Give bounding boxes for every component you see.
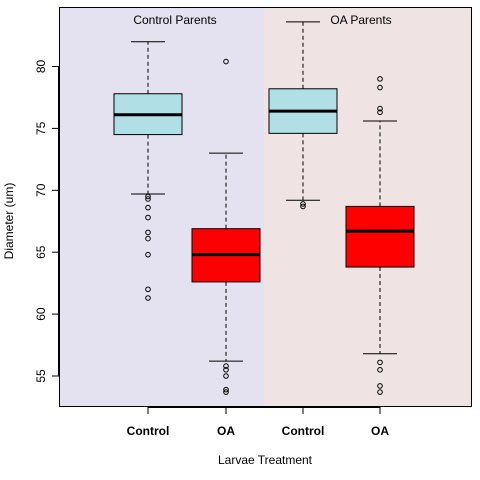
x-tick-label: Control <box>282 424 325 438</box>
outlier-point <box>145 251 151 258</box>
outlier-point <box>223 363 229 369</box>
y-tick-label: 60 <box>34 307 48 321</box>
outlier-point <box>145 204 151 211</box>
outlier-point <box>377 367 383 373</box>
outlier-point <box>145 193 151 200</box>
plot-frame <box>59 7 472 407</box>
x-axis-title: Larvae Treatment <box>218 453 313 467</box>
x-tick-label: OA <box>217 424 235 438</box>
y-tick-label: 70 <box>34 183 48 197</box>
panel-label-oa-parents: OA Parents <box>330 13 391 27</box>
outlier-point <box>377 389 383 395</box>
outlier-point <box>145 214 151 221</box>
outlier-point <box>223 373 229 379</box>
box-control-parents-oa <box>191 58 261 395</box>
outlier-point <box>223 58 229 65</box>
panel-labels: Control Parents OA Parents <box>133 13 391 27</box>
x-tick-label: Control <box>127 424 170 438</box>
y-tick-label: 75 <box>34 121 48 135</box>
outlier-point <box>145 196 151 202</box>
interquartile-box <box>345 205 415 268</box>
outlier-point <box>377 383 383 389</box>
x-axis: Control OA Control OA <box>127 407 389 438</box>
y-axis: 55 60 65 70 75 80 <box>34 60 59 383</box>
y-tick-label: 80 <box>34 60 48 74</box>
box-series <box>113 21 415 395</box>
outlier-point <box>223 367 229 373</box>
outlier-point <box>223 389 229 395</box>
outlier-point <box>300 203 306 210</box>
box-control-parents-control <box>113 41 183 301</box>
panel-label-control-parents: Control Parents <box>133 13 216 27</box>
y-axis-title: Diameter (um) <box>2 183 16 260</box>
y-tick-label: 55 <box>34 369 48 383</box>
outlier-point <box>377 109 383 116</box>
outlier-point <box>223 386 229 393</box>
outlier-point <box>145 286 151 293</box>
y-tick-label: 65 <box>34 245 48 259</box>
outlier-point <box>145 229 151 236</box>
outlier-point <box>377 359 383 366</box>
outlier-point <box>377 105 383 112</box>
x-tick-label: OA <box>371 424 389 438</box>
outlier-point <box>145 295 151 301</box>
outlier-point <box>377 76 383 82</box>
outlier-point <box>300 201 306 207</box>
box-oa-parents-oa <box>345 76 415 395</box>
background-control-parents <box>59 7 264 407</box>
outlier-point <box>377 84 383 91</box>
box-oa-parents-control <box>268 21 338 210</box>
outlier-point <box>145 235 151 242</box>
